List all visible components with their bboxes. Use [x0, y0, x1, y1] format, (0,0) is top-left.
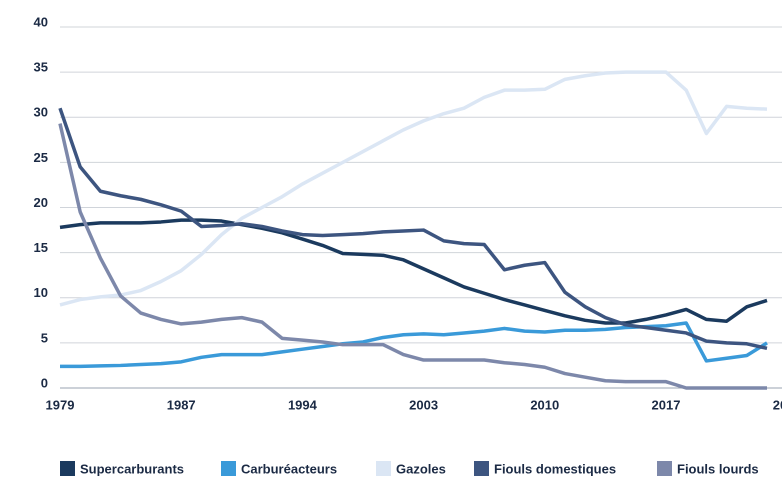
x-tick-label: 1987: [167, 397, 196, 412]
y-tick-label: 10: [34, 285, 48, 300]
legend-label: Fiouls lourds: [677, 461, 759, 476]
legend-label: Supercarburants: [80, 461, 184, 476]
y-tick-label: 5: [41, 330, 48, 345]
y-tick-label: 30: [34, 105, 48, 120]
series-line: [59, 218, 768, 325]
legend-swatch: [60, 461, 75, 476]
y-tick-label: 35: [34, 60, 48, 75]
legend-swatch: [221, 461, 236, 476]
x-tick-label: 2003: [409, 397, 438, 412]
x-tick-label: 1994: [288, 397, 318, 412]
x-tick-label: 2024: [773, 397, 782, 412]
y-tick-label: 15: [34, 240, 48, 255]
series-line: [58, 123, 767, 390]
x-tick-label: 2010: [530, 397, 559, 412]
x-tick-label: 2017: [652, 397, 681, 412]
legend-swatch: [376, 461, 391, 476]
x-tick-label: 1979: [46, 397, 75, 412]
y-tick-label: 0: [41, 375, 48, 390]
y-tick-label: 25: [34, 150, 48, 165]
legend-label: Gazoles: [396, 461, 446, 476]
series-line: [59, 70, 768, 307]
legend-swatch: [474, 461, 489, 476]
series-line: [58, 107, 768, 350]
legend-label: Carburéacteurs: [241, 461, 337, 476]
y-tick-label: 20: [34, 195, 48, 210]
y-tick-label: 40: [34, 14, 48, 29]
legend-swatch: [657, 461, 672, 476]
legend-label: Fiouls domestiques: [494, 461, 616, 476]
